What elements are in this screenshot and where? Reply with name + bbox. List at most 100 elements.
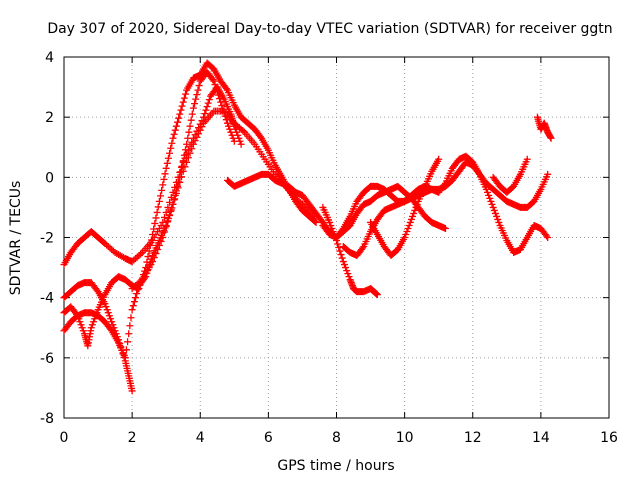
- data-point: [183, 140, 191, 148]
- x-tick-label: 12: [464, 430, 482, 446]
- x-tick-label: 16: [600, 430, 618, 446]
- data-point: [486, 194, 494, 202]
- data-point: [342, 264, 350, 272]
- x-axis-label: GPS time / hours: [277, 458, 394, 474]
- data-point: [164, 217, 172, 225]
- data-point: [126, 322, 134, 330]
- series-track-3: [60, 68, 238, 362]
- data-point: [103, 306, 111, 314]
- data-point: [407, 215, 415, 223]
- data-point: [176, 110, 184, 118]
- data-point: [338, 226, 346, 234]
- data-point: [237, 140, 245, 148]
- data-point: [167, 144, 175, 152]
- x-tick-label: 6: [264, 430, 273, 446]
- data-point: [212, 84, 220, 92]
- data-point: [547, 134, 555, 142]
- data-point: [217, 98, 225, 106]
- data-point: [178, 102, 186, 110]
- data-point: [88, 321, 96, 329]
- data-point: [162, 164, 170, 172]
- data-point: [191, 100, 199, 108]
- data-point: [188, 110, 196, 118]
- data-point: [162, 222, 170, 230]
- data-point: [202, 106, 210, 114]
- data-point: [406, 218, 414, 226]
- data-point: [256, 133, 264, 141]
- data-point: [435, 155, 443, 163]
- data-point: [77, 321, 85, 329]
- x-tick-label: 2: [128, 430, 137, 446]
- data-point: [216, 95, 224, 103]
- data-point: [152, 250, 160, 258]
- data-point: [163, 159, 171, 167]
- y-tick-label: -2: [40, 231, 54, 247]
- data-point: [175, 114, 183, 122]
- data-point: [494, 215, 502, 223]
- data-point: [410, 209, 418, 217]
- data-point: [544, 234, 552, 241]
- series-track-12: [533, 113, 555, 142]
- series-track-5: [128, 107, 320, 293]
- series-track-2: [60, 279, 136, 395]
- data-point: [195, 82, 203, 90]
- data-point: [188, 145, 196, 153]
- data-point: [312, 218, 320, 226]
- data-point: [104, 309, 112, 317]
- data-point: [107, 315, 115, 323]
- data-point: [157, 238, 165, 246]
- data-point: [154, 203, 162, 211]
- data-point: [442, 224, 449, 232]
- data-point: [105, 312, 113, 320]
- data-point: [227, 128, 235, 136]
- data-point: [90, 318, 98, 326]
- x-tick-label: 14: [532, 430, 550, 446]
- data-point: [482, 185, 490, 193]
- data-point: [201, 110, 209, 118]
- data-point: [489, 203, 497, 211]
- series-track-4: [60, 59, 320, 350]
- data-point: [176, 178, 184, 186]
- y-tick-label: 2: [45, 110, 54, 126]
- data-point: [401, 234, 409, 241]
- data-point: [132, 294, 140, 302]
- data-point: [327, 221, 335, 229]
- data-point: [210, 77, 218, 85]
- data-point: [155, 242, 163, 250]
- data-point: [345, 273, 353, 281]
- data-point: [177, 106, 185, 114]
- data-point: [196, 126, 204, 134]
- series-track-10: [367, 155, 443, 260]
- data-point: [76, 318, 84, 326]
- data-point: [160, 213, 168, 221]
- data-point: [412, 203, 420, 211]
- data-point: [491, 209, 499, 217]
- data-point: [340, 261, 348, 269]
- data-point: [226, 125, 234, 133]
- data-point: [485, 191, 493, 199]
- data-point: [147, 236, 155, 244]
- x-tick-label: 8: [332, 430, 341, 446]
- data-point: [523, 155, 531, 163]
- data-point: [343, 267, 351, 275]
- data-point: [170, 130, 178, 138]
- data-point: [311, 217, 319, 225]
- data-point: [129, 302, 137, 310]
- data-point: [359, 244, 367, 252]
- data-point: [127, 314, 135, 322]
- data-point: [164, 154, 172, 162]
- data-point: [178, 173, 186, 181]
- data-point: [339, 258, 347, 266]
- data-point: [124, 338, 132, 346]
- chart-title: Day 307 of 2020, Sidereal Day-to-day VTE…: [47, 21, 612, 37]
- data-point: [146, 242, 154, 250]
- data-point: [166, 149, 174, 157]
- data-point: [160, 228, 168, 236]
- data-point: [179, 98, 187, 106]
- data-point: [337, 251, 345, 259]
- data-point: [230, 137, 238, 145]
- data-point: [189, 140, 197, 148]
- data-point: [128, 306, 136, 314]
- data-point: [224, 119, 231, 127]
- data-point: [193, 133, 201, 141]
